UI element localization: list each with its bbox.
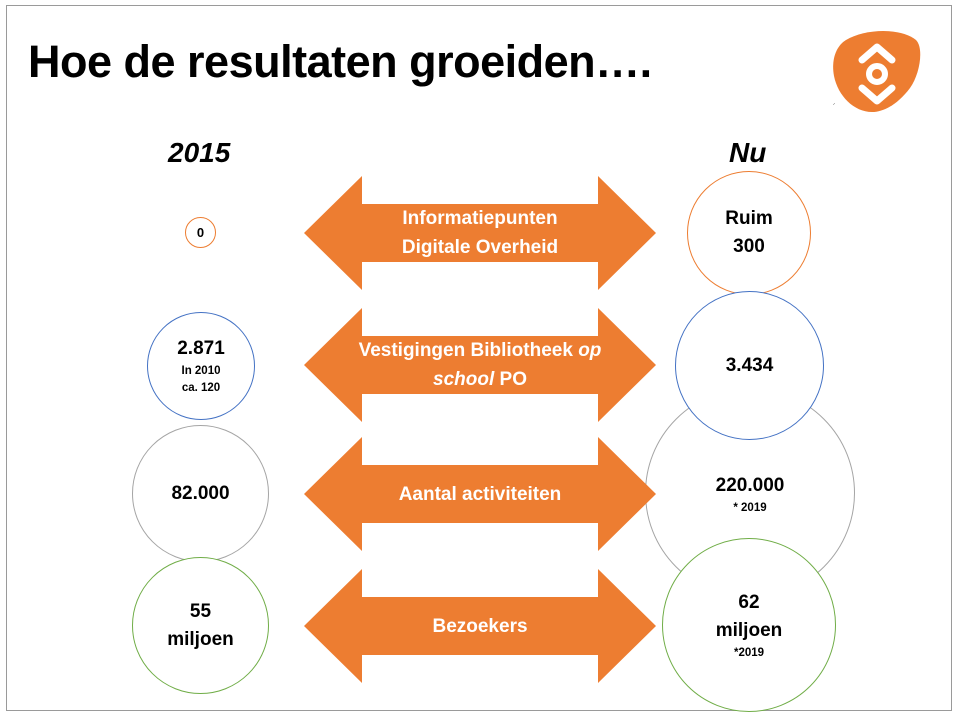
- arrow-vestigingen: Vestigingen Bibliotheek op school PO: [304, 308, 656, 422]
- value-nu-informatiepunten-line1: Ruim: [725, 208, 773, 229]
- circle-2015-bezoekers: 55 miljoen: [132, 557, 269, 694]
- logo-mark: ᐟ: [833, 103, 836, 109]
- slide-title: Hoe de resultaten groeiden….: [28, 36, 652, 87]
- circle-2015-informatiepunten: 0: [185, 217, 216, 248]
- circle-2015-activiteiten: 82.000: [132, 425, 269, 562]
- logo-icon: [833, 31, 921, 112]
- brand-logo: [832, 30, 922, 112]
- double-arrow-icon: [304, 308, 656, 422]
- arrow-label-bezoekers: Bezoekers: [354, 597, 606, 655]
- note-2015-vestigingen-line2: ca. 120: [181, 382, 221, 394]
- value-nu-activiteiten: 220.000: [715, 474, 785, 496]
- value-2015-bezoekers-line2: miljoen: [167, 628, 234, 650]
- arrow-label-line2: school PO: [433, 365, 527, 394]
- value-2015-bezoekers-line1: 55: [189, 600, 212, 622]
- note-nu-bezoekers: *2019: [733, 646, 765, 659]
- circle-2015-vestigingen: 2.871 In 2010 ca. 120: [147, 312, 255, 420]
- column-header-nu: Nu: [729, 137, 767, 168]
- arrow-label-line1: Informatiepunten: [402, 208, 558, 229]
- value-2015-informatiepunten: 0: [196, 225, 205, 240]
- value-2015-vestigingen: 2.871: [177, 338, 225, 359]
- value-nu-informatiepunten-line2: 300: [733, 236, 765, 257]
- arrow-bezoekers: Bezoekers: [304, 569, 656, 683]
- arrow-label-informatiepunten: Informatiepunten Digitale Overheid: [354, 204, 606, 262]
- arrow-informatiepunten: Informatiepunten Digitale Overheid: [304, 176, 656, 290]
- circle-nu-vestigingen: 3.434: [675, 291, 824, 440]
- double-arrow-icon: [304, 569, 656, 683]
- arrow-label-italic: school: [433, 369, 495, 390]
- arrow-label-vestigingen: Vestigingen Bibliotheek op school PO: [334, 336, 626, 394]
- arrow-label-text: PO: [494, 369, 527, 390]
- arrow-label-text: Vestigingen Bibliotheek: [358, 340, 579, 361]
- note-2015-vestigingen-line1: In 2010: [181, 365, 221, 377]
- arrow-label-activiteiten: Aantal activiteiten: [354, 465, 606, 523]
- value-2015-activiteiten: 82.000: [171, 482, 230, 504]
- value-nu-bezoekers-line2: miljoen: [715, 619, 783, 641]
- double-arrow-icon: [304, 437, 656, 551]
- arrow-label-text: Bezoekers: [432, 615, 528, 637]
- column-header-2015: 2015: [168, 137, 231, 168]
- value-nu-bezoekers-line1: 62: [738, 591, 760, 613]
- arrow-activiteiten: Aantal activiteiten: [304, 437, 656, 551]
- note-nu-activiteiten: * 2019: [733, 501, 767, 514]
- double-arrow-icon: [304, 176, 656, 290]
- arrow-label-line1: Vestigingen Bibliotheek op: [359, 336, 602, 365]
- circle-nu-bezoekers: 62 miljoen *2019: [662, 538, 836, 712]
- arrow-label-line2: Digitale Overheid: [401, 237, 559, 258]
- arrow-label-text: Aantal activiteiten: [398, 483, 562, 505]
- circle-nu-informatiepunten: Ruim 300: [687, 171, 811, 295]
- arrow-label-italic: op: [578, 340, 602, 361]
- value-nu-vestigingen: 3.434: [725, 354, 774, 376]
